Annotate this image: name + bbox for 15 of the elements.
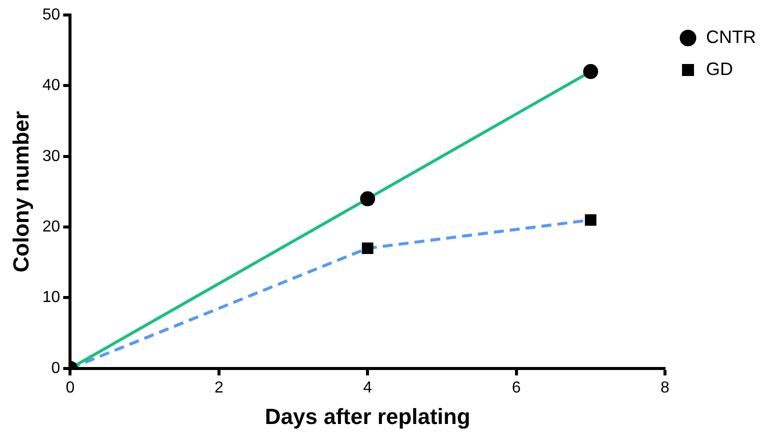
x-axis-title: Days after replating	[264, 404, 470, 429]
y-tick-label: 50	[42, 6, 60, 24]
y-tick-label: 20	[42, 218, 60, 236]
y-tick-label: 40	[42, 77, 60, 94]
y-tick-label: 10	[42, 289, 60, 306]
y-tick-label: 30	[42, 148, 60, 165]
x-tick-label: 8	[660, 379, 670, 396]
legend-label: CNTR	[706, 26, 756, 47]
legend-label: GD	[706, 58, 734, 79]
y-axis-title: Colony number	[8, 110, 34, 272]
x-tick-label: 6	[512, 379, 521, 396]
x-tick-label: 4	[363, 379, 372, 396]
x-tick-label: 0	[66, 379, 75, 396]
y-tick-label: 0	[51, 360, 60, 377]
x-tick-label: 2	[214, 379, 224, 396]
